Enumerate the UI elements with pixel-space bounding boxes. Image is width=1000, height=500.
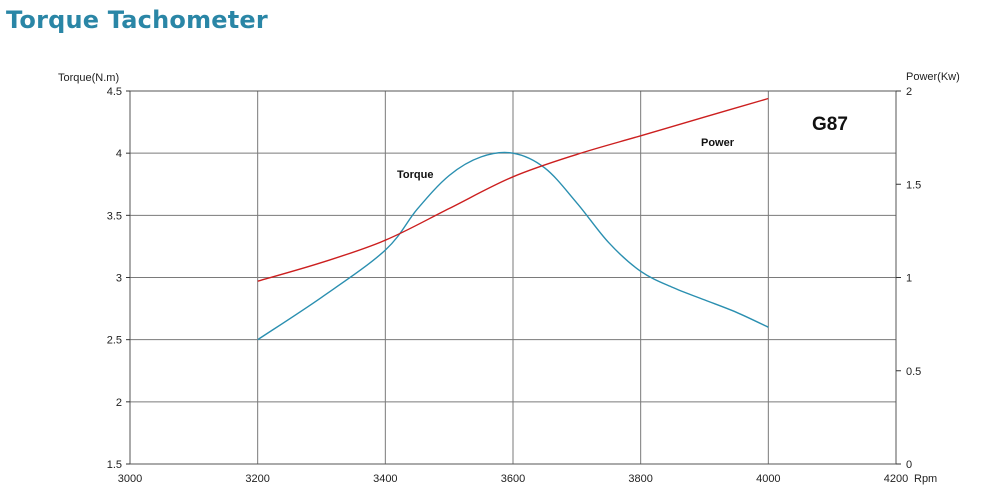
x-tick-label: 3600 bbox=[501, 473, 525, 485]
y-left-tick-label: 2.5 bbox=[107, 335, 122, 347]
torque-series-label: Torque bbox=[397, 169, 433, 181]
x-tick-label: 3000 bbox=[118, 473, 142, 485]
x-tick-label: 4200 bbox=[884, 473, 908, 485]
power-series-label: Power bbox=[701, 137, 735, 149]
y-left-tick-label: 4.5 bbox=[107, 86, 122, 98]
page-title: Torque Tachometer bbox=[6, 6, 268, 34]
y-left-tick-label: 1.5 bbox=[107, 459, 122, 471]
y-left-tick-label: 2 bbox=[116, 397, 122, 409]
x-tick-label: 4000 bbox=[756, 473, 780, 485]
y-left-tick-label: 4 bbox=[116, 148, 122, 160]
y-right-tick-label: 1.5 bbox=[906, 179, 921, 191]
y-right-axis-label: Power(Kw) bbox=[906, 71, 960, 83]
x-axis-label: Rpm bbox=[914, 473, 937, 485]
torque-series-line bbox=[257, 151, 769, 341]
y-left-tick-label: 3 bbox=[116, 273, 122, 285]
power-series-line bbox=[257, 97, 769, 282]
model-label: G87 bbox=[812, 114, 848, 135]
y-right-tick-label: 1 bbox=[906, 273, 912, 285]
y-left-tick-label: 3.5 bbox=[107, 210, 122, 222]
y-right-tick-label: 0 bbox=[906, 459, 912, 471]
y-right-tick-label: 2 bbox=[906, 86, 912, 98]
x-tick-label: 3400 bbox=[373, 473, 397, 485]
y-right-tick-label: 0.5 bbox=[906, 366, 921, 378]
y-left-axis-label: Torque(N.m) bbox=[58, 72, 119, 84]
x-tick-label: 3800 bbox=[628, 473, 652, 485]
x-tick-label: 3200 bbox=[245, 473, 269, 485]
